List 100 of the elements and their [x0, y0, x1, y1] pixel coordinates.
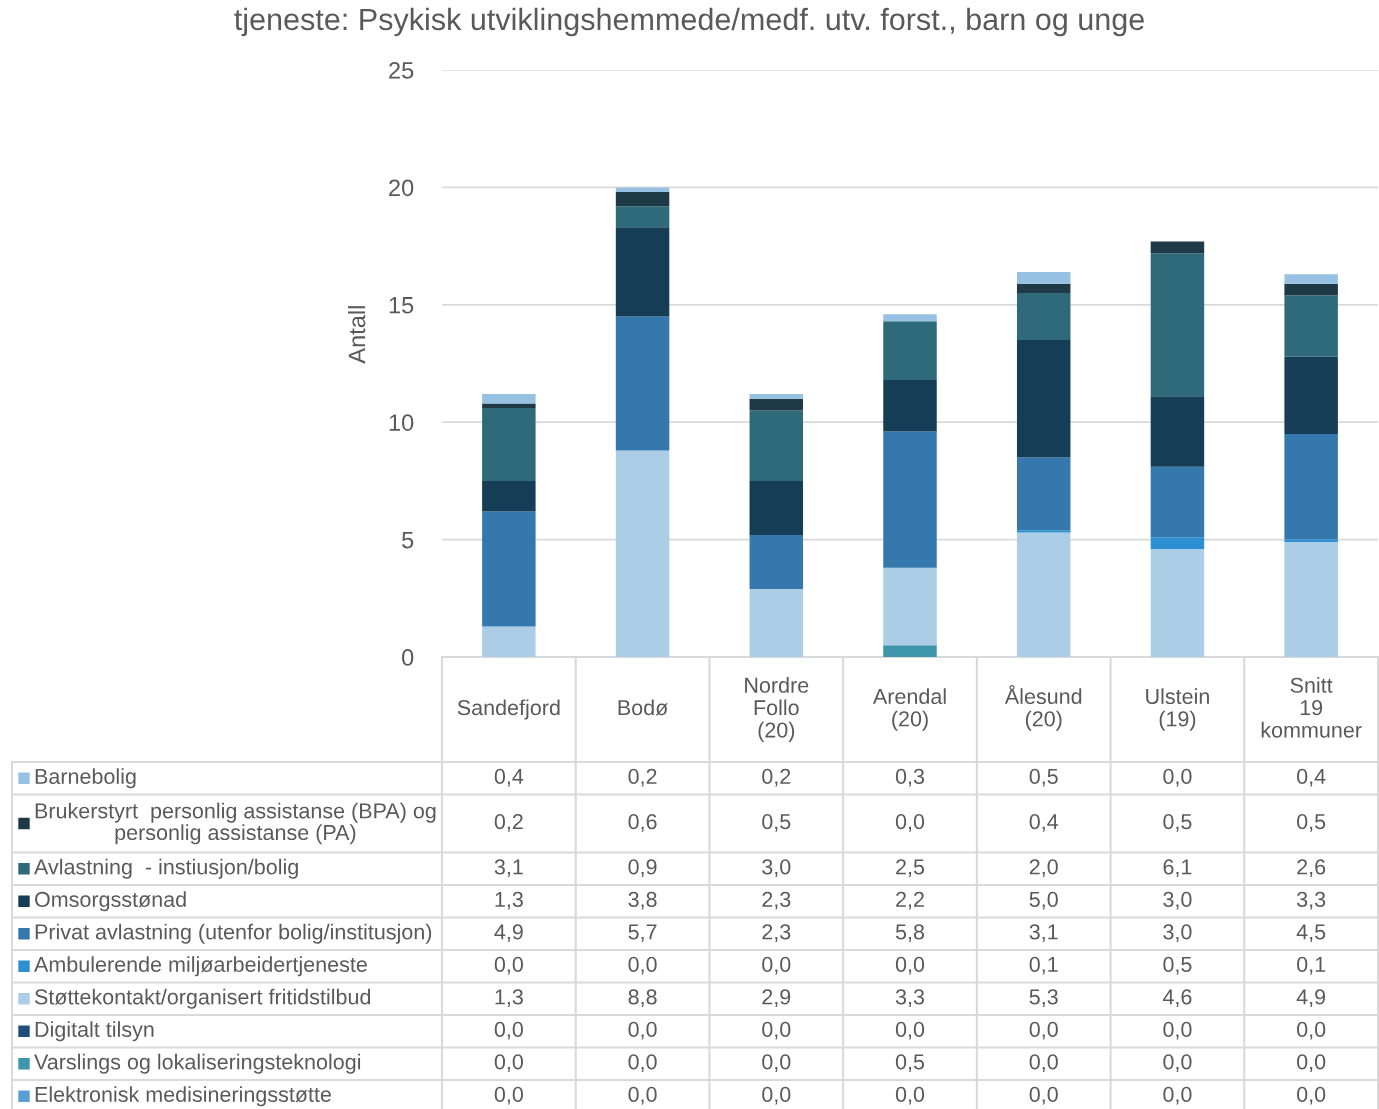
data-label: 0,0: [895, 814, 925, 832]
bar: [615, 187, 670, 193]
bar: [1150, 253, 1205, 397]
bar: [1284, 295, 1338, 357]
bar: [482, 511, 536, 627]
data-label: 0,5: [1163, 956, 1192, 975]
data-label: 0,5: [1029, 768, 1058, 787]
legend-label: Privat avlastning (utenfor bolig/institusjon): [35, 923, 432, 944]
y-tick-label: 10: [389, 414, 414, 431]
bar: [1016, 283, 1071, 294]
bar: [883, 431, 937, 568]
bar: [482, 403, 536, 409]
bar: [1150, 548, 1205, 657]
bar: [1016, 532, 1071, 657]
data-label: 0,0: [1163, 1054, 1192, 1073]
legend-label: Omsorgsstønad: [35, 891, 186, 912]
data-label: 0,0: [762, 1054, 791, 1073]
data-label: 0,2: [494, 814, 523, 832]
data-label: 5,7: [628, 924, 657, 943]
bar: [1284, 283, 1338, 296]
bar: [615, 450, 670, 657]
legend-label: Støttekontakt/organisert fritidstilbud: [34, 988, 371, 1009]
data-label: 4,6: [1162, 989, 1192, 1008]
data-label: 0,4: [494, 768, 524, 787]
bar: [1284, 541, 1338, 657]
data-label: 0,5: [762, 814, 791, 832]
bar: [1284, 433, 1338, 540]
data-label: 0,0: [494, 1086, 523, 1105]
data-label: 0,0: [895, 956, 925, 975]
data-label: 0,0: [762, 956, 791, 975]
x-tick-label: Bodø: [618, 699, 668, 716]
bar: [1150, 537, 1205, 549]
data-label: 0,0: [494, 956, 523, 975]
data-label: 8,8: [628, 989, 657, 1008]
bar: [749, 410, 804, 481]
data-label: 3,3: [895, 989, 925, 1008]
data-label: 4,9: [494, 924, 523, 943]
data-label: 0,9: [628, 859, 657, 878]
bar: [749, 534, 804, 589]
data-label: 2,5: [896, 859, 925, 878]
bar: [615, 316, 670, 451]
legend-label: Barnebolig: [35, 768, 136, 789]
bar: [1150, 466, 1205, 538]
data-label: 0,2: [762, 768, 791, 787]
data-label: 0,5: [1163, 814, 1192, 832]
bar: [482, 394, 536, 404]
data-label: 0,0: [1029, 1054, 1058, 1073]
data-label: 0,1: [1297, 956, 1326, 975]
data-label: 2,6: [1297, 859, 1326, 878]
y-tick-label: 5: [402, 531, 414, 549]
data-label: 2,9: [762, 989, 791, 1008]
y-tick-label: 20: [389, 179, 414, 197]
y-tick-label: 0: [402, 649, 414, 666]
bar: [1016, 293, 1071, 341]
bar: [482, 626, 536, 657]
bar: [1150, 396, 1205, 467]
legend-label: Avlastning - instiusjon/bolig: [34, 858, 298, 879]
data-label: 0,0: [1029, 1021, 1058, 1040]
data-label: 0,0: [628, 956, 657, 975]
data-label: 3,0: [1163, 924, 1192, 943]
bar: [615, 227, 670, 317]
data-label: 0,0: [1163, 768, 1192, 787]
data-label: 5,3: [1029, 989, 1058, 1008]
data-label: 0,0: [1163, 1086, 1192, 1105]
legend-label: Elektronisk medisineringsstøtte: [35, 1086, 331, 1107]
data-label: 1,3: [495, 989, 523, 1008]
data-label: 0,0: [895, 1021, 925, 1040]
bar: [749, 588, 804, 657]
data-label: 1,3: [495, 891, 523, 910]
legend-label: Varslings og lokaliseringsteknologi: [34, 1053, 361, 1074]
bar: [883, 379, 937, 432]
data-label: 3,8: [628, 891, 657, 910]
bar: [482, 480, 536, 512]
data-label: 2,2: [896, 891, 924, 910]
data-label: 3,3: [1297, 891, 1326, 910]
data-label: 0,4: [1297, 768, 1326, 787]
data-label: 2,0: [1029, 859, 1058, 878]
legend-label: Brukerstyrt personlig assistanse (BPA) og personlig assistanse (PA): [35, 802, 436, 845]
data-label: 0,0: [1297, 1021, 1326, 1040]
data-label: 0,5: [895, 1054, 925, 1073]
data-label: 0,0: [494, 1054, 523, 1073]
bar: [615, 192, 670, 207]
x-tick-label: Arendal (20): [872, 688, 946, 731]
data-label: 3,0: [762, 859, 791, 878]
data-label: 0,0: [1163, 1021, 1192, 1040]
data-label: 4,5: [1296, 924, 1326, 943]
bar: [749, 398, 804, 411]
bar: [1016, 340, 1071, 458]
x-tick-label: Nordre Follo (20): [745, 677, 809, 742]
bar: [749, 394, 804, 399]
legend-label: Digitalt tilsyn: [35, 1021, 154, 1042]
bar: [482, 408, 536, 481]
data-label: 3,1: [494, 859, 523, 878]
data-label: 0,0: [628, 1054, 657, 1073]
legend-label: Ambulerende miljøarbeidertjeneste: [34, 956, 367, 977]
data-label: 5,8: [895, 924, 925, 943]
bar: [1150, 241, 1205, 254]
data-label: 0,0: [1297, 1086, 1326, 1105]
chart-title: tjeneste: Psykisk utviklingshemmede/medf. utv. forst., barn og unge: [234, 7, 1144, 37]
bar: [883, 314, 937, 322]
